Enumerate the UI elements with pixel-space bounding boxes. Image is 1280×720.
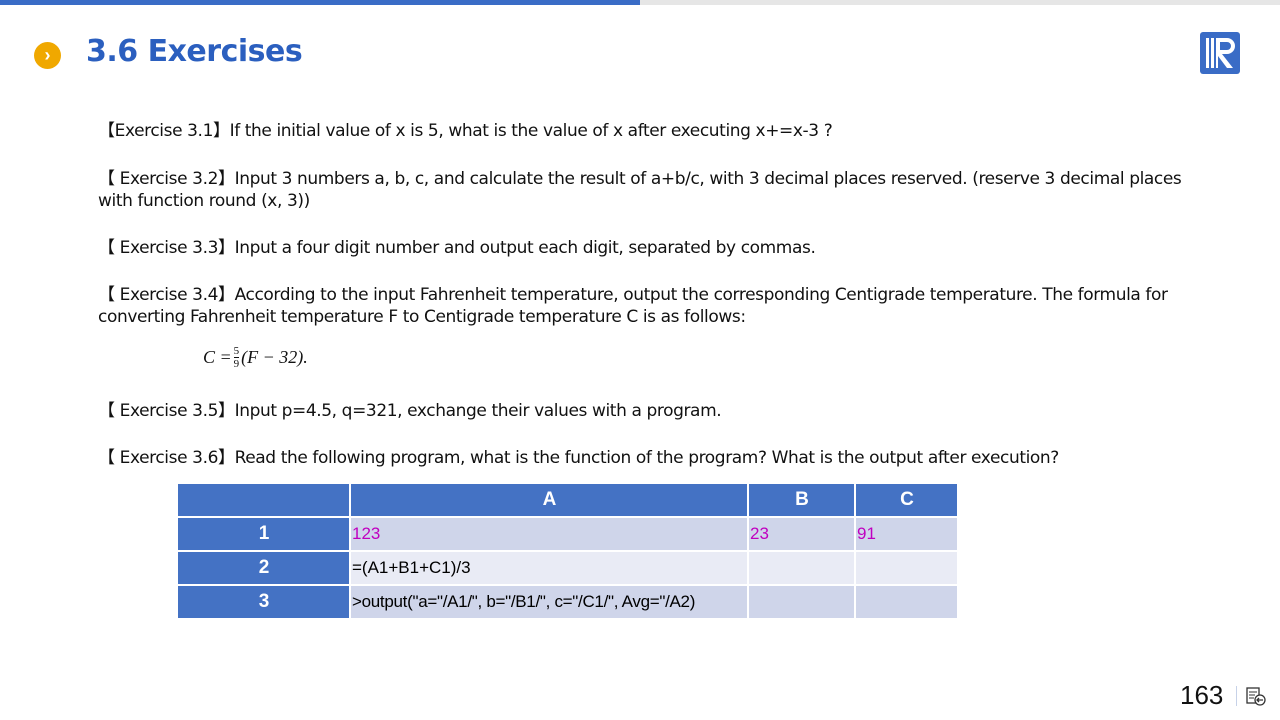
- formula-fraction: 5 9: [233, 345, 240, 370]
- cell-b1: 23: [749, 518, 854, 550]
- row-header: 3: [178, 586, 349, 618]
- cell-c1: 91: [856, 518, 957, 550]
- progress-bar-filled: [0, 0, 640, 5]
- cell-c3: [856, 586, 957, 618]
- fraction-numerator: 5: [233, 345, 240, 358]
- table-row: 2 =(A1+B1+C1)/3: [178, 552, 957, 584]
- column-header-b: B: [749, 484, 854, 516]
- cell-b3: [749, 586, 854, 618]
- exercise-3-2: 【 Exercise 3.2】Input 3 numbers a, b, c, …: [98, 169, 1182, 211]
- formula-rhs: (F − 32).: [241, 347, 308, 367]
- footer-divider: [1236, 686, 1237, 706]
- cell-c2: [856, 552, 957, 584]
- corner-cell: [178, 484, 349, 516]
- column-header-a: A: [351, 484, 747, 516]
- fraction-denominator: 9: [233, 358, 240, 370]
- chevron-right-circle-icon: ›: [34, 42, 61, 69]
- table-row: 1 123 23 91: [178, 518, 957, 550]
- cell-a1: 123: [351, 518, 747, 550]
- cell-a3: >output("a="/A1/", b="/B1/", c="/C1/", A…: [351, 586, 747, 618]
- formula-lhs: C =: [203, 347, 232, 367]
- cell-a2: =(A1+B1+C1)/3: [351, 552, 747, 584]
- page-title: 3.6 Exercises: [86, 34, 303, 69]
- conversion-formula: C = 5 9 (F − 32).: [203, 345, 308, 370]
- header-row: A B C: [178, 484, 957, 516]
- page-number: 163: [1180, 680, 1224, 710]
- exercise-3-1: 【Exercise 3.1】If the initial value of x …: [98, 121, 833, 141]
- progress-bar-track: [640, 0, 1280, 5]
- exercise-3-3: 【 Exercise 3.3】Input a four digit number…: [98, 238, 816, 258]
- column-header-c: C: [856, 484, 957, 516]
- logo: [1200, 32, 1240, 74]
- exercise-3-5: 【 Exercise 3.5】Input p=4.5, q=321, excha…: [98, 401, 722, 421]
- return-to-menu-icon[interactable]: [1246, 686, 1266, 706]
- table-row: 3 >output("a="/A1/", b="/B1/", c="/C1/",…: [178, 586, 957, 618]
- cell-b2: [749, 552, 854, 584]
- exercise-3-4: 【 Exercise 3.4】According to the input Fa…: [98, 285, 1168, 327]
- row-header: 2: [178, 552, 349, 584]
- program-grid: A B C 1 123 23 91 2 =(A1+B1+C1)/3 3 >out…: [176, 482, 959, 620]
- exercise-3-6: 【 Exercise 3.6】Read the following progra…: [98, 448, 1059, 468]
- row-header: 1: [178, 518, 349, 550]
